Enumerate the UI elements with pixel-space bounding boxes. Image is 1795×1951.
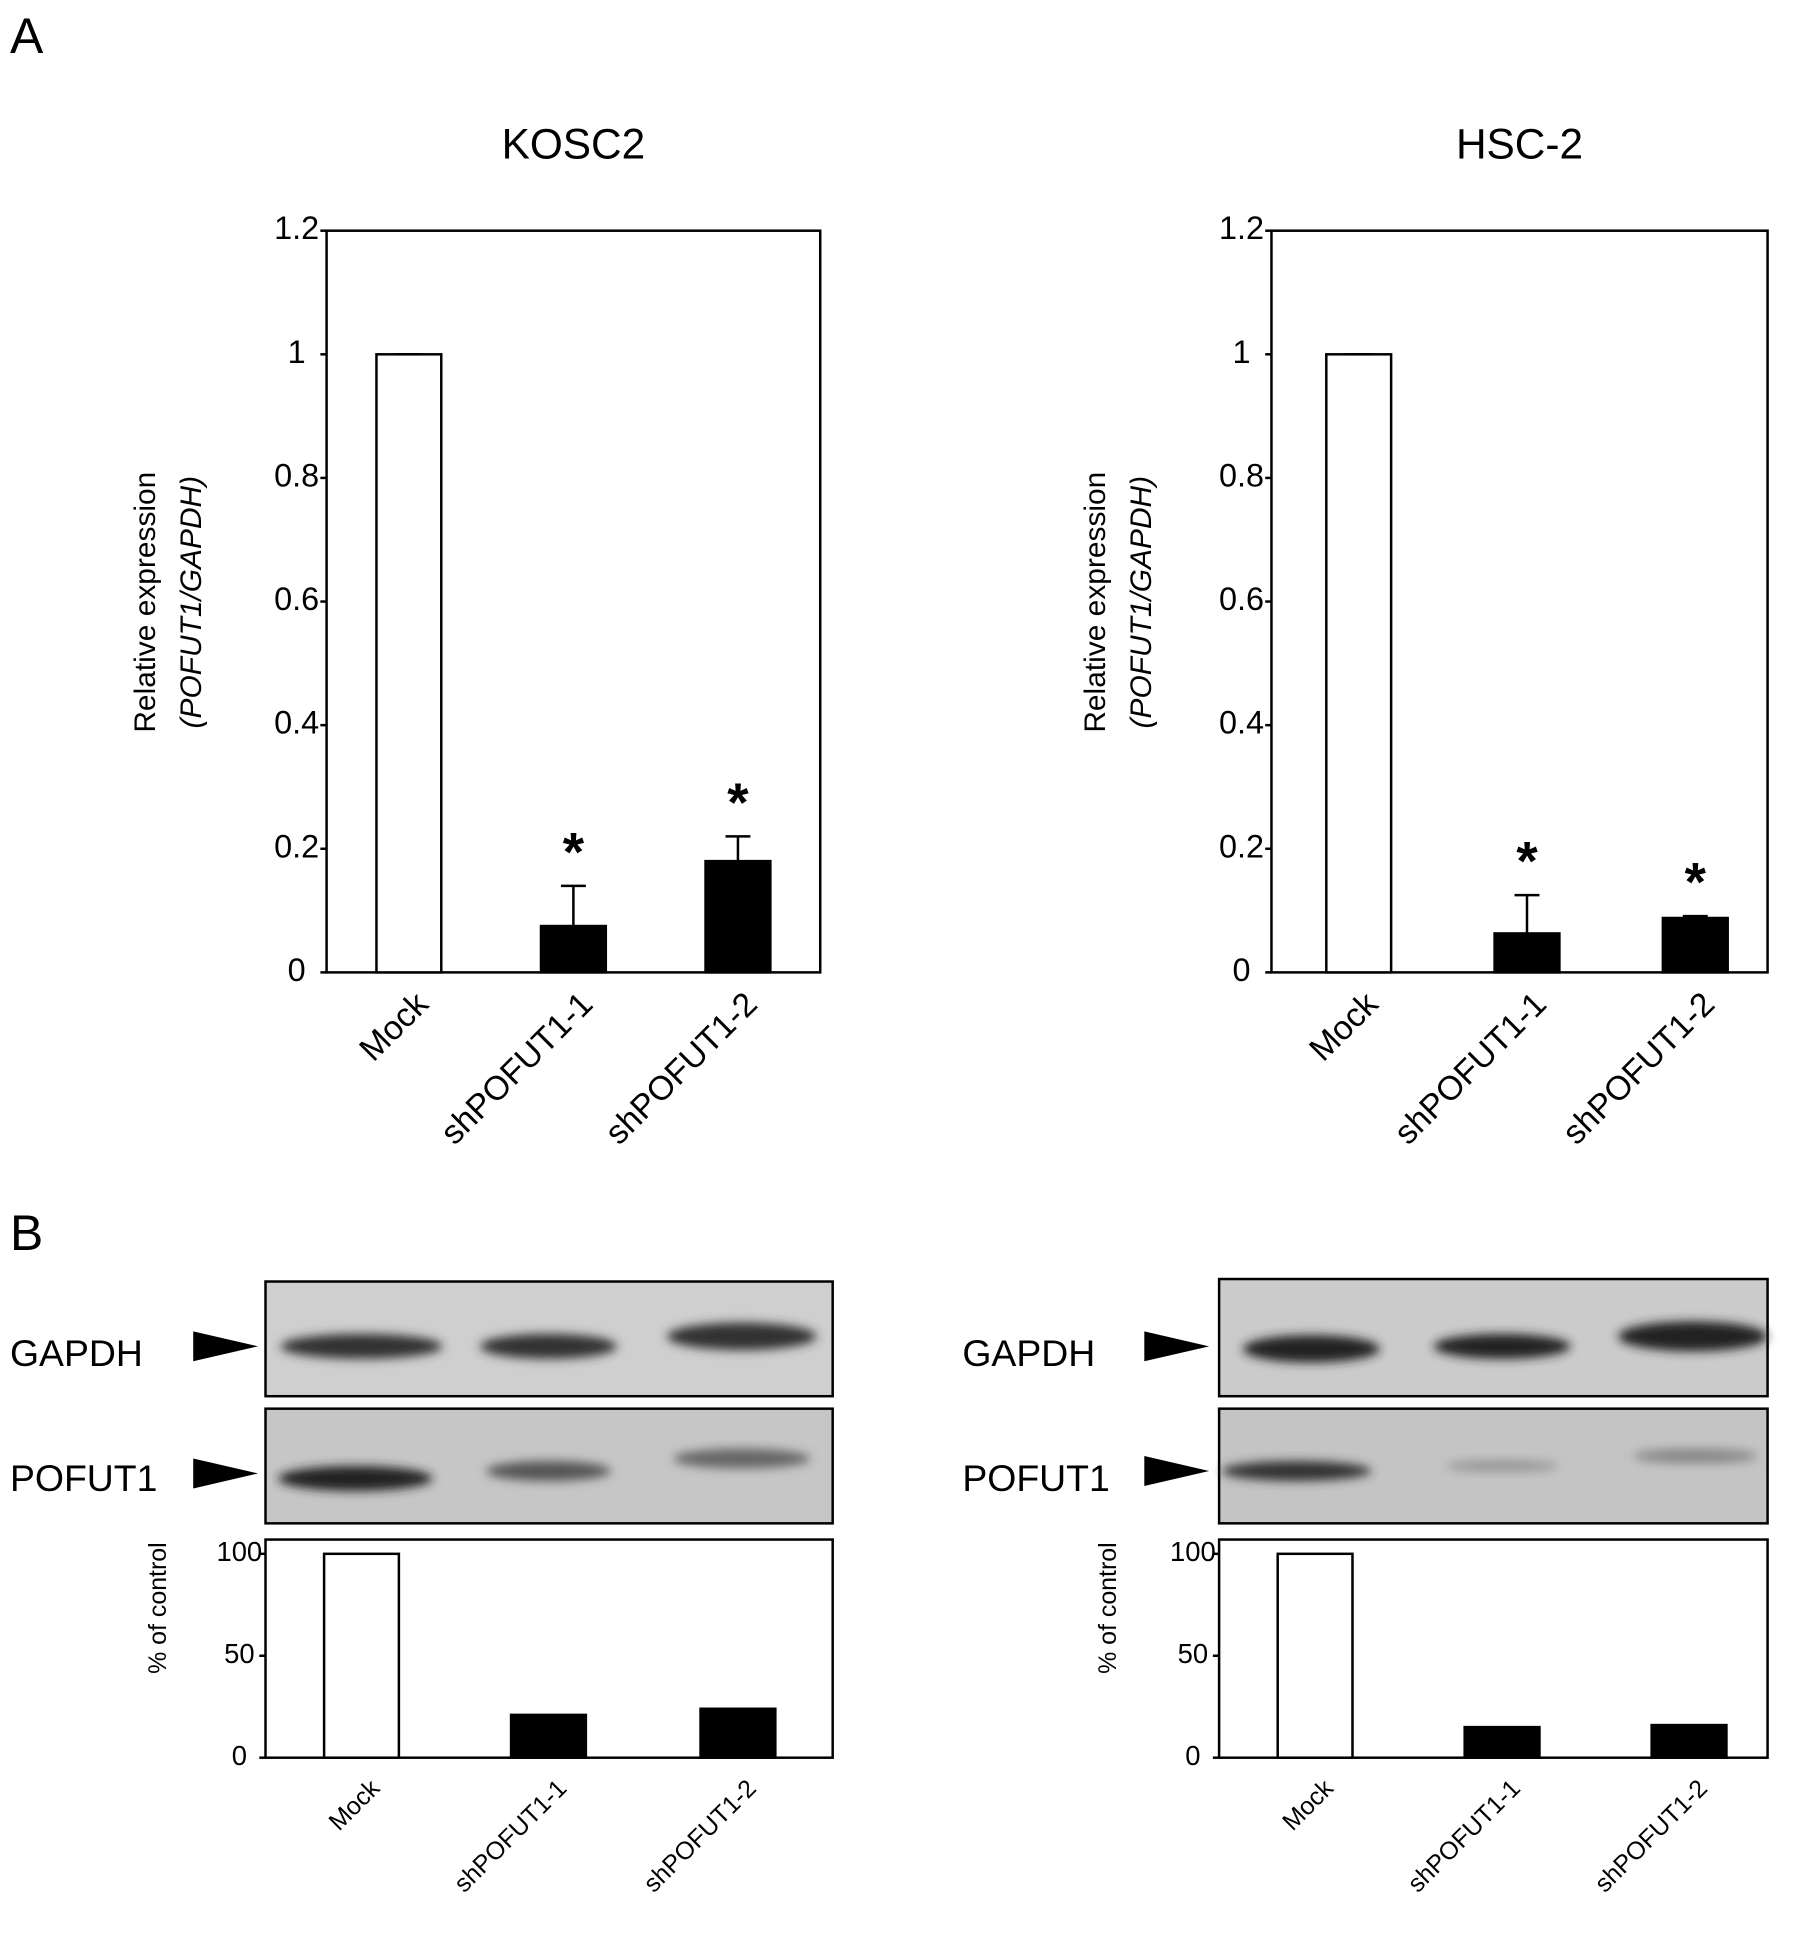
error-bar	[1682, 914, 1708, 918]
y-tick-label: 0.2	[1219, 828, 1264, 864]
y-tick-label: 1	[1233, 334, 1251, 370]
y-axis-label: % of control	[1094, 1542, 1122, 1674]
significance-mark: *	[1516, 830, 1538, 892]
bar	[1650, 1723, 1728, 1759]
blot-label: GAPDH	[10, 1332, 143, 1374]
x-tick-label: Mock	[323, 1774, 385, 1836]
bar	[1276, 1552, 1354, 1759]
y-tick-label: 0.8	[274, 457, 319, 493]
y-tick-label: 1.2	[274, 210, 319, 246]
bar	[699, 1707, 777, 1759]
bar	[1325, 353, 1393, 974]
y-axis-label: (POFUT1/GAPDH)	[1125, 476, 1158, 729]
y-tick-label: 0.4	[274, 705, 319, 741]
bar	[509, 1713, 588, 1759]
y-tick-label: 0	[232, 1740, 247, 1771]
bar	[1661, 916, 1729, 974]
y-tick-label: 0	[288, 952, 306, 988]
blot-label: GAPDH	[962, 1332, 1095, 1374]
bar	[1463, 1725, 1541, 1759]
y-axis-label: Relative expression	[1079, 472, 1112, 733]
x-tick-label: shPOFUT1-2	[638, 1774, 762, 1898]
x-tick-label: shPOFUT1-1	[1402, 1774, 1526, 1898]
error-bar	[1514, 893, 1540, 934]
x-tick-label: shPOFUT1-2	[1556, 986, 1722, 1152]
panel-label: A	[10, 8, 44, 64]
significance-mark: *	[563, 820, 585, 882]
blot-label: POFUT1	[10, 1457, 157, 1499]
bar	[1493, 932, 1561, 974]
y-tick-label: 0.6	[274, 581, 319, 617]
blot-label: POFUT1	[962, 1457, 1109, 1499]
significance-mark: *	[727, 771, 749, 833]
y-axis-label: % of control	[144, 1542, 172, 1674]
chart-title: KOSC2	[502, 120, 646, 167]
bar	[322, 1552, 401, 1759]
panel-label: B	[10, 1205, 43, 1261]
x-tick-label: shPOFUT1-2	[1589, 1774, 1713, 1898]
bar	[704, 859, 772, 974]
x-tick-label: Mock	[1277, 1774, 1339, 1836]
x-tick-label: shPOFUT1-1	[449, 1774, 573, 1898]
y-tick-label: 1.2	[1219, 210, 1264, 246]
x-tick-label: shPOFUT1-2	[599, 986, 765, 1152]
error-bar	[560, 884, 586, 927]
y-tick-label: 1	[288, 334, 306, 370]
y-tick-label: 50	[224, 1638, 254, 1669]
x-tick-label: shPOFUT1-1	[1388, 986, 1554, 1152]
bar	[375, 353, 443, 974]
significance-mark: *	[1685, 851, 1707, 913]
bar	[539, 924, 608, 974]
y-tick-label: 50	[1178, 1638, 1208, 1669]
x-tick-label: Mock	[1303, 985, 1386, 1068]
y-tick-label: 0.4	[1219, 705, 1264, 741]
y-tick-label: 0	[1233, 952, 1251, 988]
chart-title: HSC-2	[1456, 120, 1583, 167]
y-tick-label: 100	[216, 1536, 262, 1567]
y-tick-label: 100	[1170, 1536, 1216, 1567]
y-tick-label: 0.8	[1219, 457, 1264, 493]
x-tick-label: shPOFUT1-1	[434, 986, 600, 1152]
y-tick-label: 0.6	[1219, 581, 1264, 617]
y-tick-label: 0.2	[274, 828, 319, 864]
blot	[1144, 1277, 1769, 1525]
blot	[193, 1280, 834, 1525]
y-axis-label: Relative expression	[129, 472, 162, 733]
error-bar	[725, 835, 751, 862]
y-tick-label: 0	[1185, 1740, 1200, 1771]
x-tick-label: Mock	[353, 985, 436, 1068]
y-axis-label: (POFUT1/GAPDH)	[175, 476, 208, 729]
